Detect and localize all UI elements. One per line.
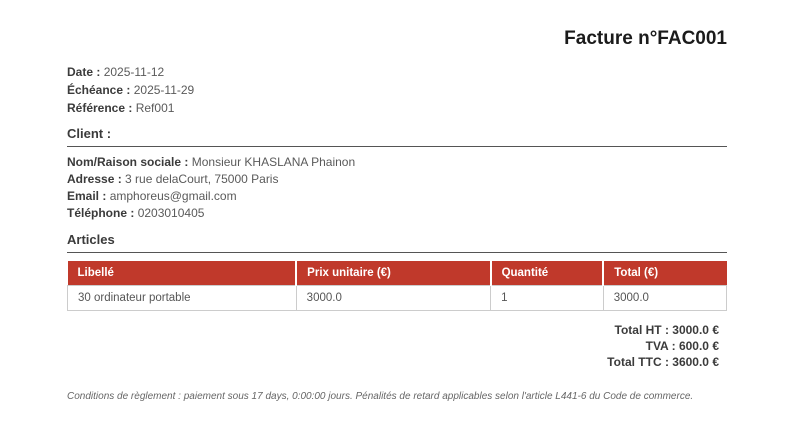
table-header-quantite: Quantité	[490, 261, 605, 286]
client-address-row: Adresse : 3 rue delaCourt, 75000 Paris	[67, 171, 727, 188]
tva-row: TVA : 600.0 €	[67, 338, 719, 354]
table-header-total: Total (€)	[603, 261, 727, 286]
invoice-date-row: Date : 2025-11-12	[67, 63, 727, 81]
client-address-value: 3 rue delaCourt, 75000 Paris	[125, 172, 279, 186]
cell-libelle: 30 ordinateur portable	[67, 285, 297, 311]
client-phone-value: 0203010405	[137, 206, 205, 220]
invoice-due-row: Échéance : 2025-11-29	[67, 81, 727, 99]
invoice-reference-label: Référence :	[67, 101, 133, 115]
invoice-date-label: Date :	[67, 65, 101, 79]
client-email-row: Email : amphoreus@gmail.com	[67, 188, 727, 205]
client-details: Nom/Raison sociale : Monsieur KHASLANA P…	[67, 154, 727, 222]
table-header-prix-unitaire: Prix unitaire (€)	[296, 261, 492, 286]
client-section-title: Client :	[67, 126, 727, 147]
client-phone-label: Téléphone :	[67, 206, 135, 220]
invoice-date-value: 2025-11-12	[103, 65, 165, 79]
client-address-label: Adresse :	[67, 172, 122, 186]
cell-total: 3000.0	[602, 285, 728, 311]
client-email-label: Email :	[67, 189, 107, 203]
client-name-value: Monsieur KHASLANA Phainon	[191, 155, 356, 169]
articles-section-title: Articles	[67, 232, 727, 253]
footer-conditions: Conditions de règlement : paiement sous …	[67, 391, 694, 402]
invoice-due-label: Échéance :	[67, 83, 131, 97]
total-ht-label: Total HT :	[614, 323, 669, 337]
table-header-row: Libellé Prix unitaire (€) Quantité Total…	[67, 261, 727, 286]
totals-block: Total HT : 3000.0 € TVA : 600.0 € Total …	[67, 322, 727, 370]
invoice-reference-value: Ref001	[135, 101, 175, 115]
cell-quantite: 1	[490, 285, 604, 311]
invoice-reference-row: Référence : Ref001	[67, 99, 727, 117]
tva-label: TVA :	[645, 339, 676, 353]
tva-value: 600.0 €	[678, 339, 719, 353]
cell-prix-unitaire: 3000.0	[295, 285, 492, 311]
total-ttc-row: Total TTC : 3600.0 €	[67, 354, 719, 370]
table-row: 30 ordinateur portable 3000.0 1 3000.0	[67, 285, 728, 311]
articles-table: Libellé Prix unitaire (€) Quantité Total…	[67, 261, 728, 311]
total-ttc-label: Total TTC :	[607, 355, 669, 369]
page-title: Facture n°FAC001	[564, 28, 727, 49]
invoice-due-value: 2025-11-29	[133, 83, 195, 97]
client-name-label: Nom/Raison sociale :	[67, 155, 189, 169]
total-ht-value: 3000.0 €	[672, 323, 719, 337]
client-phone-row: Téléphone : 0203010405	[67, 205, 727, 222]
total-ttc-value: 3600.0 €	[672, 355, 719, 369]
client-email-value: amphoreus@gmail.com	[109, 189, 237, 203]
total-ht-row: Total HT : 3000.0 €	[67, 322, 720, 338]
invoice-page: Facture n°FAC001 Date : 2025-11-12 Échéa…	[67, 0, 728, 403]
client-name-row: Nom/Raison sociale : Monsieur KHASLANA P…	[67, 154, 727, 171]
invoice-meta: Date : 2025-11-12 Échéance : 2025-11-29 …	[67, 63, 727, 117]
table-header-libelle: Libellé	[67, 261, 298, 286]
